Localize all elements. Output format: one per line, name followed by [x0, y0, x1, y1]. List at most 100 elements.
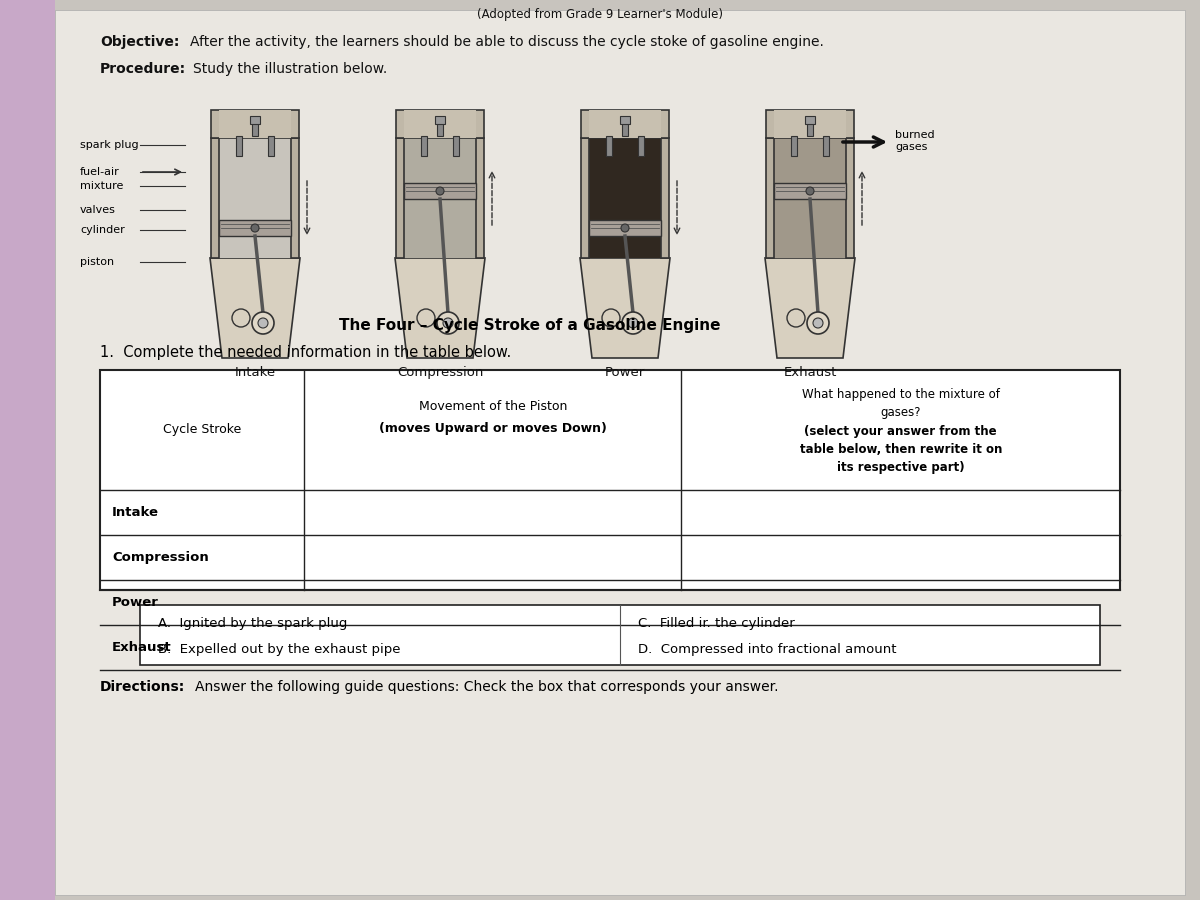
Bar — [454, 136, 458, 156]
Polygon shape — [0, 0, 55, 900]
Bar — [774, 138, 846, 258]
Ellipse shape — [628, 318, 638, 328]
Bar — [396, 138, 404, 258]
Bar — [396, 110, 484, 138]
Text: Directions:: Directions: — [100, 680, 185, 694]
Text: What happened to the mixture of: What happened to the mixture of — [802, 388, 1000, 401]
Bar — [437, 122, 443, 136]
Bar — [220, 220, 292, 236]
Ellipse shape — [622, 312, 644, 334]
Bar — [774, 183, 846, 199]
Text: Intake: Intake — [112, 506, 158, 519]
Text: Power: Power — [112, 596, 158, 609]
Bar — [292, 138, 299, 258]
Text: Movement of the Piston: Movement of the Piston — [419, 400, 566, 413]
Bar — [421, 136, 427, 156]
Bar — [404, 110, 476, 138]
Text: (moves Upward or moves Down): (moves Upward or moves Down) — [379, 422, 607, 435]
Bar — [791, 136, 797, 156]
Text: Procedure:: Procedure: — [100, 62, 186, 76]
Text: Exhaust: Exhaust — [784, 366, 836, 379]
Text: Compression: Compression — [112, 551, 209, 564]
Bar — [250, 116, 260, 124]
Bar — [236, 136, 242, 156]
Text: spark plug: spark plug — [80, 140, 139, 150]
Text: table below, then rewrite it on: table below, then rewrite it on — [799, 443, 1002, 456]
Bar — [661, 138, 670, 258]
Ellipse shape — [418, 309, 436, 327]
Text: piston: piston — [80, 257, 114, 267]
Ellipse shape — [622, 224, 629, 232]
Polygon shape — [766, 258, 854, 358]
Text: Exhaust: Exhaust — [112, 641, 172, 654]
Bar — [581, 138, 589, 258]
Bar — [622, 122, 628, 136]
Text: burned
gases: burned gases — [895, 130, 935, 151]
Ellipse shape — [436, 187, 444, 195]
Text: mixture: mixture — [80, 181, 124, 191]
Ellipse shape — [814, 318, 823, 328]
Ellipse shape — [806, 187, 814, 195]
Bar — [436, 116, 445, 124]
Bar — [808, 122, 814, 136]
Bar — [100, 370, 1120, 590]
Ellipse shape — [252, 312, 274, 334]
Text: A.  Ignited by the spark plug: A. Ignited by the spark plug — [158, 617, 347, 630]
Bar — [846, 138, 854, 258]
Bar — [220, 110, 292, 138]
Bar — [805, 116, 815, 124]
Bar — [140, 605, 1100, 665]
Bar — [211, 110, 299, 138]
Bar — [404, 138, 476, 258]
Polygon shape — [580, 258, 670, 358]
Ellipse shape — [251, 224, 259, 232]
Ellipse shape — [787, 309, 805, 327]
Ellipse shape — [232, 309, 250, 327]
Text: fuel-air: fuel-air — [80, 167, 120, 177]
Bar — [620, 116, 630, 124]
Text: Compression: Compression — [397, 366, 484, 379]
Bar — [220, 138, 292, 258]
Bar — [211, 138, 220, 258]
Bar — [638, 136, 644, 156]
Bar — [268, 136, 274, 156]
Text: After the activity, the learners should be able to discuss the cycle stoke of ga: After the activity, the learners should … — [190, 35, 824, 49]
Ellipse shape — [443, 318, 454, 328]
Bar — [823, 136, 829, 156]
Bar — [606, 136, 612, 156]
Text: Objective:: Objective: — [100, 35, 179, 49]
Text: gases?: gases? — [881, 406, 920, 419]
Bar — [589, 110, 661, 138]
Bar — [766, 110, 854, 138]
Text: (Adopted from Grade 9 Learner's Module): (Adopted from Grade 9 Learner's Module) — [478, 8, 722, 21]
Text: Power: Power — [605, 366, 646, 379]
Text: C.  Filled ir. the cylinder: C. Filled ir. the cylinder — [638, 617, 794, 630]
Text: 1.  Complete the needed information in the table below.: 1. Complete the needed information in th… — [100, 345, 511, 360]
Text: Answer the following guide questions: Check the box that corresponds your answer: Answer the following guide questions: Ch… — [194, 680, 779, 694]
Bar — [589, 138, 661, 258]
Text: cylinder: cylinder — [80, 225, 125, 235]
Bar — [476, 138, 484, 258]
Polygon shape — [210, 258, 300, 358]
Bar — [766, 138, 774, 258]
Text: B.  Expelled out by the exhaust pipe: B. Expelled out by the exhaust pipe — [158, 643, 401, 656]
Text: D.  Compressed into fractional amount: D. Compressed into fractional amount — [638, 643, 896, 656]
Polygon shape — [55, 10, 1186, 895]
Bar — [589, 220, 661, 236]
Ellipse shape — [808, 312, 829, 334]
Text: (select your answer from the: (select your answer from the — [804, 425, 997, 438]
Text: Intake: Intake — [234, 366, 276, 379]
Bar — [252, 122, 258, 136]
Polygon shape — [395, 258, 485, 358]
Ellipse shape — [437, 312, 458, 334]
Bar — [581, 110, 670, 138]
Ellipse shape — [602, 309, 620, 327]
Text: valves: valves — [80, 205, 116, 215]
Text: Study the illustration below.: Study the illustration below. — [193, 62, 388, 76]
Ellipse shape — [258, 318, 268, 328]
Text: its respective part): its respective part) — [836, 461, 965, 474]
Bar — [404, 183, 476, 199]
Text: The Four – Cycle Stroke of a Gasoline Engine: The Four – Cycle Stroke of a Gasoline En… — [340, 318, 721, 333]
Bar — [774, 110, 846, 138]
Text: Cycle Stroke: Cycle Stroke — [163, 424, 241, 436]
